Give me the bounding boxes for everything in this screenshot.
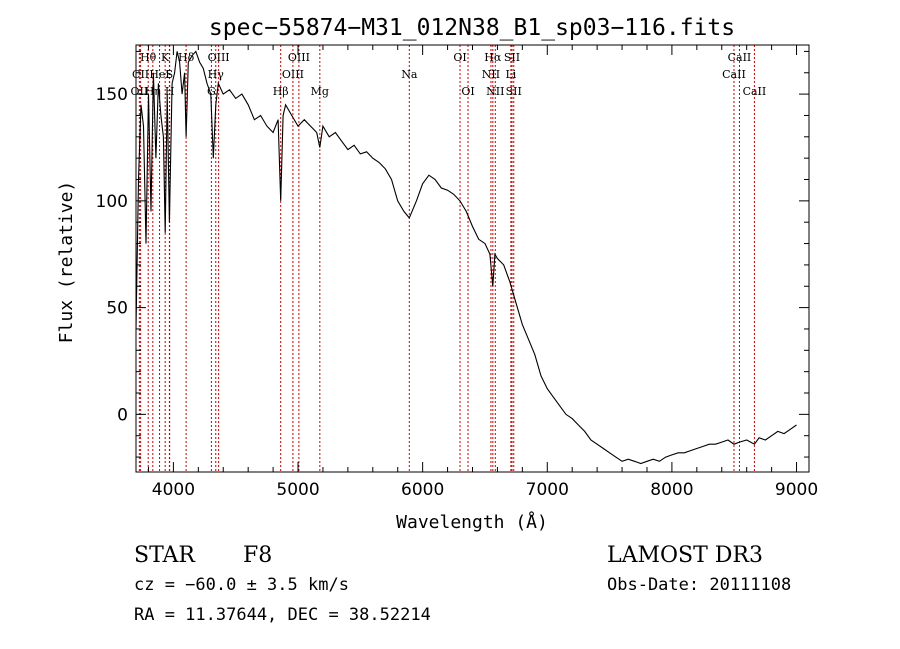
x-tick-label: 5000 [276,480,319,500]
y-tick-label: 0 [117,405,128,425]
y-axis-label: Flux (relative) [56,181,77,344]
line-label: Na [401,68,418,81]
plot-frame [135,44,810,473]
line-label: NII [486,85,504,98]
obs-date: Obs-Date: 20111108 [607,575,791,595]
y-axis: 0 50 100 150 [96,50,809,458]
y-tick-label: 150 [96,85,128,105]
line-label: CII [132,68,149,81]
line-label: H [165,85,175,98]
line-label: Hβ [273,85,289,98]
line-label: SII [504,51,520,64]
redshift-readout: cz = −60.0 ± 3.5 km/s [134,575,349,595]
line-label: OIII [288,51,310,64]
y-tick-label: 100 [96,192,128,212]
x-axis-label: Wavelength (Å) [396,511,548,533]
line-label: HeI [149,68,169,81]
line-label: OII [131,85,149,98]
object-class: STAR [134,543,196,568]
object-subclass: F8 [243,543,272,568]
line-label: Hγ [208,68,225,81]
x-tick-label: 9000 [775,480,818,500]
y-tick-label: 50 [106,299,128,319]
line-label: G [207,85,216,98]
line-label: K [161,51,170,64]
x-tick-label: 6000 [401,480,444,500]
line-label: Hθ [140,51,157,64]
line-label: Hα [484,51,502,64]
coordinates: RA = 11.37644, DEC = 38.52214 [134,605,431,625]
x-tick-label: 7000 [526,480,569,500]
line-label: Hδ [178,51,195,64]
line-label: S [166,68,174,81]
emission-line-markers [138,45,755,472]
line-label: CaII [722,68,746,81]
line-label: CaII [743,85,767,98]
survey-name: LAMOST DR3 [607,543,763,568]
line-label: Mg [311,85,329,98]
line-label: Li [505,68,516,81]
x-tick-label: 8000 [650,480,693,500]
chart-title: spec−55874−M31_012N38_B1_sp03−116.fits [209,15,735,41]
x-axis: 4000 5000 6000 7000 8000 9000 [147,45,818,500]
line-label: OI [453,51,466,64]
line-label: OI [461,85,474,98]
spectrum-line [135,50,797,465]
line-label: OIII [282,68,304,81]
line-label: NII [482,68,500,81]
line-label: OIII [208,51,230,64]
line-label: CaII [728,51,752,64]
line-label: SII [506,85,522,98]
x-tick-label: 4000 [152,480,195,500]
